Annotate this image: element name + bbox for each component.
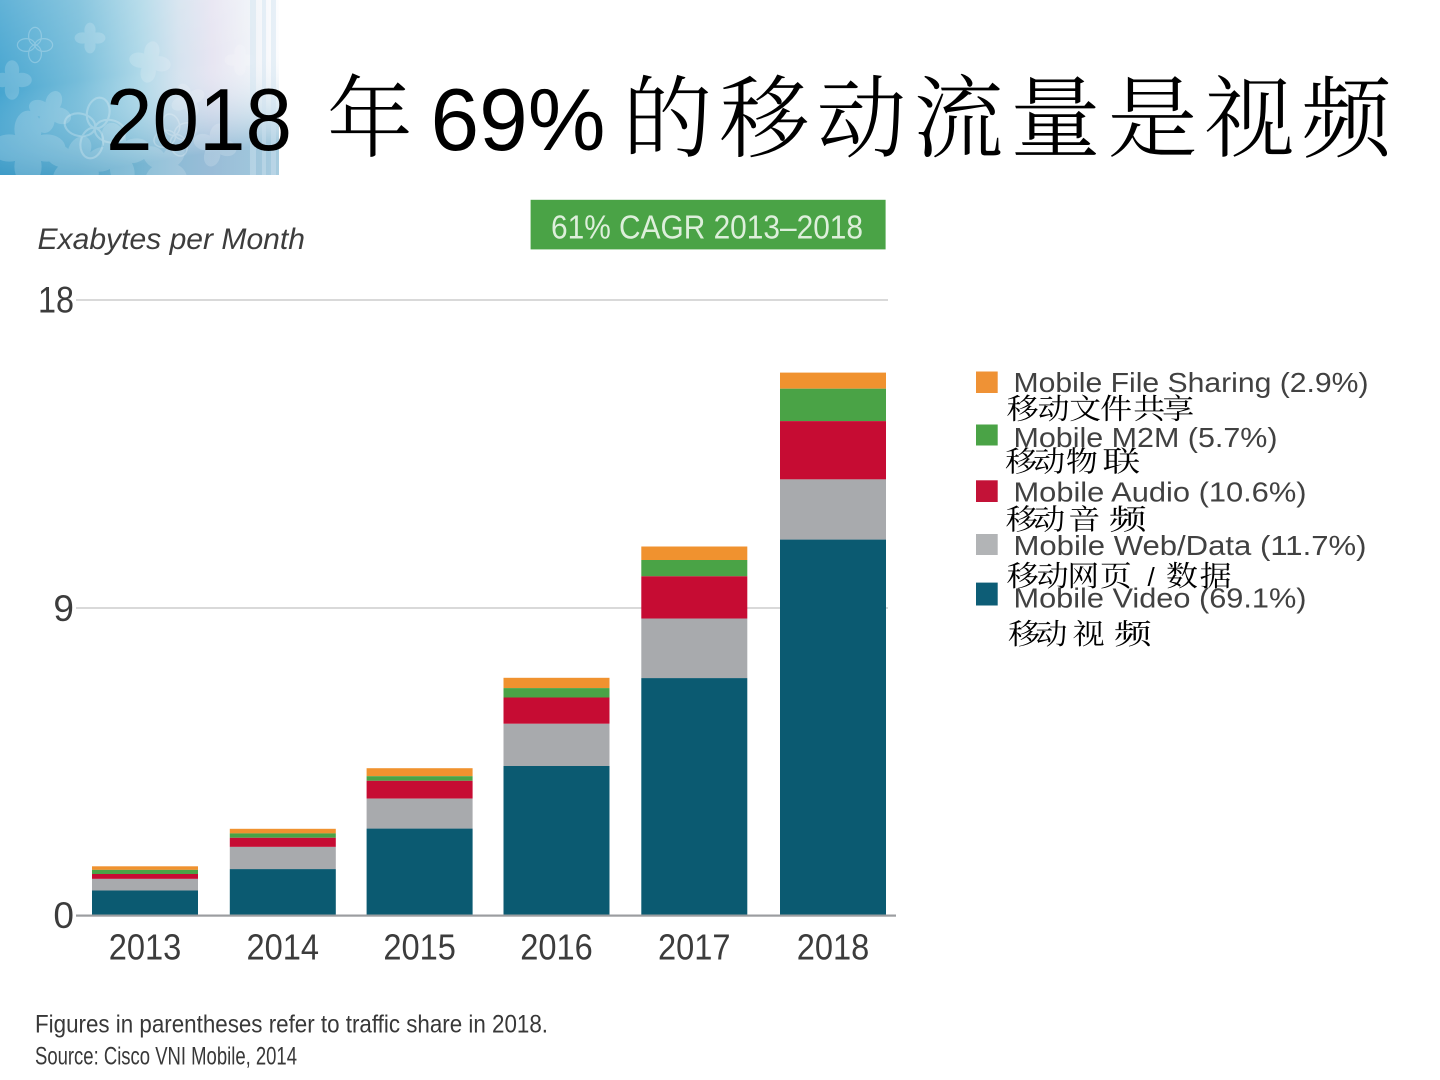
svg-text:2014: 2014 [247,927,320,968]
svg-text:Source: Cisco VNI Mobile, 2014: Source: Cisco VNI Mobile, 2014 [35,1043,297,1071]
svg-text:2015: 2015 [383,927,456,968]
svg-text:Exabytes per Month: Exabytes per Month [38,223,306,256]
svg-text:2018: 2018 [797,927,870,968]
svg-text:0: 0 [53,895,74,936]
svg-text:Mobile Web/Data (11.7%): Mobile Web/Data (11.7%) [1014,530,1367,561]
svg-text:Mobile Audio (10.6%): Mobile Audio (10.6%) [1014,477,1307,508]
svg-text:61% CAGR 2013–2018: 61% CAGR 2013–2018 [551,208,863,245]
svg-text:Mobile Video (69.1%): Mobile Video (69.1%) [1014,583,1307,614]
svg-text:9: 9 [53,588,74,629]
svg-text:2018: 2018 [106,70,292,169]
svg-text:69%: 69% [431,70,606,169]
svg-text:Mobile File Sharing (2.9%): Mobile File Sharing (2.9%) [1014,367,1369,398]
svg-text:Mobile M2M (5.7%): Mobile M2M (5.7%) [1014,422,1278,453]
svg-text:2013: 2013 [109,927,182,968]
svg-text:18: 18 [38,279,74,320]
svg-text:2016: 2016 [520,927,593,968]
svg-text:/: / [1148,562,1156,592]
svg-text:Figures in parentheses refer t: Figures in parentheses refer to traffic … [35,1011,548,1039]
svg-text:2017: 2017 [658,927,731,968]
